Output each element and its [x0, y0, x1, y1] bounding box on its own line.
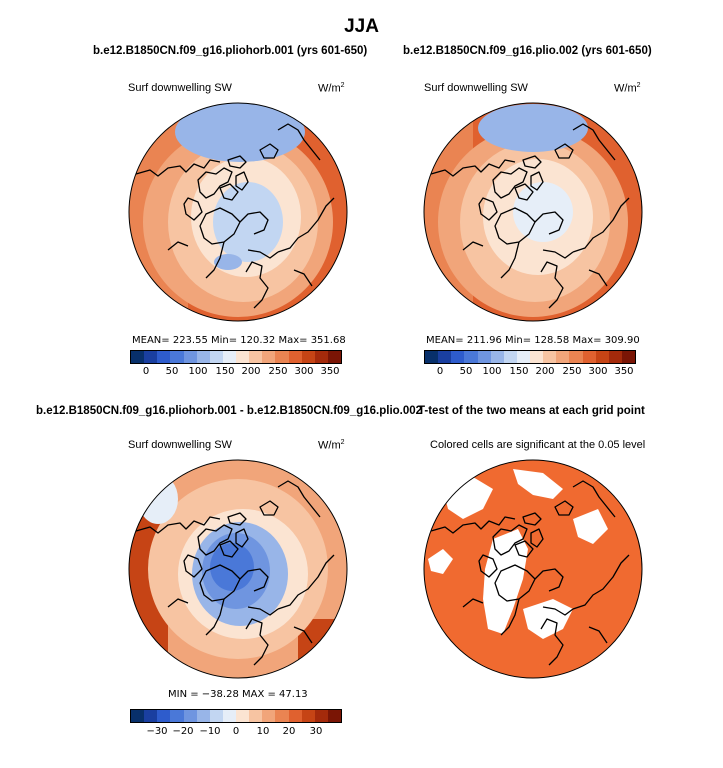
- colorbar-swatch: [314, 351, 328, 363]
- colorbar-swatch: [288, 351, 302, 363]
- colorbar-swatch: [170, 351, 184, 363]
- cb2-label: 150: [509, 366, 529, 377]
- cb1-label: 300: [294, 366, 314, 377]
- panel-2-colorbar: [424, 350, 636, 364]
- colorbar-swatch: [490, 351, 504, 363]
- colorbar-swatch: [477, 351, 491, 363]
- cb2-label: 250: [562, 366, 582, 377]
- colorbar-swatch: [183, 710, 197, 722]
- colorbar-swatch: [556, 351, 570, 363]
- colorbar-swatch: [131, 710, 145, 722]
- panel-3-title: b.e12.B1850CN.f09_g16.pliohorb.001 - b.e…: [36, 405, 423, 417]
- cb1-label: 0: [142, 366, 150, 377]
- colorbar-swatch: [503, 351, 517, 363]
- colorbar-swatch: [438, 351, 452, 363]
- colorbar-swatch: [275, 351, 289, 363]
- panel-2-variable: Surf downwelling SW: [424, 82, 528, 94]
- cb1-label: 50: [165, 366, 179, 377]
- colorbar-swatch: [249, 351, 263, 363]
- colorbar-swatch: [425, 351, 439, 363]
- panel-2-stats: MEAN= 211.96 Min= 128.58 Max= 309.90: [426, 335, 640, 346]
- cb2-label: 200: [535, 366, 555, 377]
- panel-3-stats: MIN = −38.28 MAX = 47.13: [168, 689, 308, 700]
- cb1-label: 350: [320, 366, 340, 377]
- colorbar-swatch: [183, 351, 197, 363]
- colorbar-swatch: [516, 351, 530, 363]
- colorbar-swatch: [170, 710, 184, 722]
- cb1-label: 150: [215, 366, 235, 377]
- colorbar-swatch: [262, 351, 276, 363]
- cb3-label: −10: [199, 726, 221, 737]
- colorbar-swatch: [301, 710, 315, 722]
- cb3-label: −30: [146, 726, 168, 737]
- colorbar-swatch: [196, 710, 210, 722]
- colorbar-swatch: [530, 351, 544, 363]
- cb1-label: 250: [268, 366, 288, 377]
- panel-3-variable: Surf downwelling SW: [128, 439, 232, 451]
- panel-3-map: [128, 459, 348, 679]
- colorbar-swatch: [314, 710, 328, 722]
- cb1-label: 200: [241, 366, 261, 377]
- cb2-label: 0: [436, 366, 444, 377]
- panel-4-title: T-test of the two means at each grid poi…: [418, 405, 645, 417]
- colorbar-swatch: [249, 710, 263, 722]
- colorbar-swatch: [209, 710, 223, 722]
- panel-2-map: [423, 102, 643, 322]
- colorbar-swatch: [451, 351, 465, 363]
- colorbar-swatch: [131, 351, 145, 363]
- cb2-label: 350: [614, 366, 634, 377]
- colorbar-swatch: [288, 710, 302, 722]
- colorbar-swatch: [262, 710, 276, 722]
- cb2-label: 300: [588, 366, 608, 377]
- cb3-label: 0: [232, 726, 240, 737]
- colorbar-swatch: [222, 351, 236, 363]
- panel-1-variable: Surf downwelling SW: [128, 82, 232, 94]
- colorbar-swatch: [144, 710, 158, 722]
- panel-2-units: W/m2: [614, 82, 641, 95]
- colorbar-swatch: [595, 351, 609, 363]
- panel-1-stats: MEAN= 223.55 Min= 120.32 Max= 351.68: [132, 335, 346, 346]
- panel-3-colorbar: [130, 709, 342, 723]
- cb3-label: 30: [309, 726, 323, 737]
- colorbar-swatch: [275, 710, 289, 722]
- panel-1-colorbar: [130, 350, 342, 364]
- colorbar-swatch: [621, 351, 635, 363]
- colorbar-swatch: [301, 351, 315, 363]
- cb3-label: 20: [282, 726, 296, 737]
- cb3-label: 10: [256, 726, 270, 737]
- colorbar-swatch: [157, 351, 171, 363]
- colorbar-swatch: [464, 351, 478, 363]
- colorbar-swatch: [543, 351, 557, 363]
- panel-3-units: W/m2: [318, 439, 345, 452]
- colorbar-swatch: [144, 351, 158, 363]
- colorbar-swatch: [327, 351, 341, 363]
- panel-2-title: b.e12.B1850CN.f09_g16.plio.002 (yrs 601-…: [403, 45, 652, 57]
- colorbar-swatch: [608, 351, 622, 363]
- colorbar-swatch: [196, 351, 210, 363]
- panel-1-title: b.e12.B1850CN.f09_g16.pliohorb.001 (yrs …: [93, 45, 368, 57]
- colorbar-swatch: [157, 710, 171, 722]
- panel-4-map: [423, 459, 643, 679]
- cb1-label: 100: [188, 366, 208, 377]
- colorbar-swatch: [236, 351, 250, 363]
- colorbar-swatch: [236, 710, 250, 722]
- cb2-label: 100: [482, 366, 502, 377]
- panel-1-units: W/m2: [318, 82, 345, 95]
- colorbar-swatch: [582, 351, 596, 363]
- colorbar-swatch: [569, 351, 583, 363]
- colorbar-swatch: [209, 351, 223, 363]
- cb2-label: 50: [459, 366, 473, 377]
- panel-4-subtitle: Colored cells are significant at the 0.0…: [430, 439, 646, 451]
- colorbar-swatch: [222, 710, 236, 722]
- colorbar-swatch: [327, 710, 341, 722]
- cb3-label: −20: [172, 726, 194, 737]
- panel-1-map: [128, 102, 348, 322]
- figure-title: JJA: [344, 16, 379, 37]
